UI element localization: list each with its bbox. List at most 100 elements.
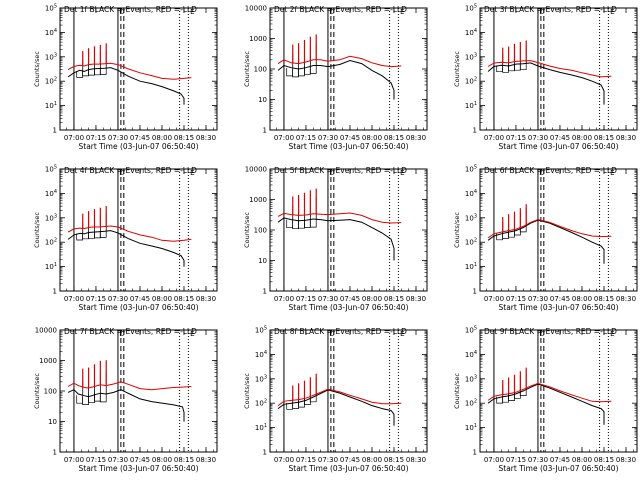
events-curve xyxy=(67,230,185,267)
marker-letter-e: E xyxy=(190,330,194,338)
x-axis-label: Start Time (03-Jun-07 06:50:40) xyxy=(499,142,619,151)
y-tick-label: 105 xyxy=(465,165,477,174)
events-curve xyxy=(487,62,605,105)
x-tick-label: 07:15 xyxy=(506,295,526,303)
marker-letter-e: E xyxy=(610,8,614,16)
x-tick-label: 07:00 xyxy=(274,295,294,303)
detector-panel-9: Det 9f BLACK =-Events, RED =-LLD11011021… xyxy=(453,326,638,473)
x-tick-label: 07:15 xyxy=(86,295,106,303)
y-tick-label: 101 xyxy=(465,101,477,110)
x-tick-label: 08:00 xyxy=(152,456,172,464)
y-tick-label: 103 xyxy=(465,52,477,61)
x-tick-label: 08:15 xyxy=(384,134,404,142)
y-tick-label: 103 xyxy=(45,52,57,61)
x-tick-label: 07:45 xyxy=(340,134,360,142)
events-sawtooth xyxy=(76,233,84,241)
events-sawtooth xyxy=(519,63,527,71)
x-tick-label: 07:30 xyxy=(108,456,128,464)
x-tick-label: 08:00 xyxy=(362,134,382,142)
y-tick-label: 1 xyxy=(53,288,57,296)
y-axis-label: Counts/sec xyxy=(243,373,251,409)
events-sawtooth xyxy=(309,395,317,403)
y-tick-label: 104 xyxy=(465,350,477,359)
marker-letter-d: D xyxy=(539,169,544,177)
events-sawtooth xyxy=(88,232,95,239)
events-curve xyxy=(487,383,605,425)
plot-frame xyxy=(479,329,638,453)
y-tick-label: 101 xyxy=(45,101,57,110)
x-tick-label: 07:30 xyxy=(318,134,338,142)
plot-frame xyxy=(269,168,428,292)
x-tick-label: 08:00 xyxy=(362,456,382,464)
lld-curve xyxy=(487,218,612,239)
x-tick-label: 08:15 xyxy=(594,295,614,303)
y-tick-label: 1 xyxy=(53,127,57,135)
marker-letter-d: D xyxy=(329,169,334,177)
y-tick-label: 104 xyxy=(465,189,477,198)
detector-panel-8: Det 8f BLACK =-Events, RED =-LLD11011021… xyxy=(243,326,428,473)
x-tick-label: 08:30 xyxy=(196,456,216,464)
y-tick-label: 100 xyxy=(254,66,267,74)
x-tick-label: 07:00 xyxy=(274,134,294,142)
x-tick-label: 08:30 xyxy=(406,456,426,464)
marker-letter-e: E xyxy=(400,8,404,16)
x-tick-label: 08:30 xyxy=(616,134,636,142)
panel-title: Det 1f BLACK =-Events, RED =-LLD xyxy=(64,5,197,14)
events-sawtooth xyxy=(298,220,305,229)
x-tick-label: 07:00 xyxy=(274,456,294,464)
marker-letter-d: D xyxy=(119,169,124,177)
events-curve xyxy=(487,219,605,264)
x-tick-label: 08:15 xyxy=(174,134,194,142)
y-tick-label: 104 xyxy=(465,28,477,37)
events-sawtooth xyxy=(519,389,527,396)
x-tick-label: 07:15 xyxy=(506,134,526,142)
y-tick-label: 103 xyxy=(45,213,57,222)
marker-letter-d: D xyxy=(329,8,334,16)
events-sawtooth xyxy=(286,68,294,77)
y-tick-label: 102 xyxy=(45,77,57,86)
x-tick-label: 08:00 xyxy=(572,456,592,464)
y-tick-label: 10000 xyxy=(245,5,267,13)
x-tick-label: 07:15 xyxy=(86,134,106,142)
plot-frame xyxy=(479,168,638,292)
plot-frame xyxy=(269,329,428,453)
x-tick-label: 08:15 xyxy=(174,295,194,303)
x-tick-label: 07:30 xyxy=(318,456,338,464)
panel-title: Det 5f BLACK =-Events, RED =-LLD xyxy=(274,166,407,175)
marker-letter-d: D xyxy=(119,330,124,338)
x-tick-label: 07:45 xyxy=(130,134,150,142)
events-sawtooth xyxy=(76,71,84,78)
y-tick-label: 105 xyxy=(465,4,477,13)
y-tick-label: 103 xyxy=(465,213,477,222)
x-tick-label: 07:00 xyxy=(64,134,84,142)
x-tick-label: 07:00 xyxy=(484,295,504,303)
y-tick-label: 10000 xyxy=(35,327,57,335)
x-axis-label: Start Time (03-Jun-07 06:50:40) xyxy=(289,464,409,473)
y-tick-label: 104 xyxy=(45,28,57,37)
panel-title: Det 7f BLACK =-Events, RED =-LLD xyxy=(64,327,197,336)
y-axis-label: Counts/sec xyxy=(33,212,41,248)
events-sawtooth xyxy=(309,65,317,74)
y-tick-label: 105 xyxy=(465,326,477,335)
y-tick-label: 10 xyxy=(48,418,57,426)
x-tick-label: 08:30 xyxy=(616,295,636,303)
events-sawtooth xyxy=(94,231,101,239)
detector-panel-5: Det 5f BLACK =-Events, RED =-LLD11010010… xyxy=(243,166,428,312)
x-tick-label: 08:30 xyxy=(616,456,636,464)
panel-title: Det 9f BLACK =-Events, RED =-LLD xyxy=(484,327,617,336)
y-axis-label: Counts/sec xyxy=(243,51,251,87)
x-tick-label: 07:00 xyxy=(64,456,84,464)
events-sawtooth xyxy=(99,394,107,403)
marker-letter-e: E xyxy=(190,8,194,16)
lld-curve xyxy=(277,388,402,407)
x-tick-label: 07:30 xyxy=(528,456,548,464)
lld-curve xyxy=(67,225,192,242)
x-tick-label: 07:45 xyxy=(340,295,360,303)
events-sawtooth xyxy=(502,66,509,73)
x-tick-label: 08:30 xyxy=(406,134,426,142)
x-axis-label: Start Time (03-Jun-07 06:50:40) xyxy=(79,464,199,473)
events-curve xyxy=(67,67,185,105)
marker-letter-e: E xyxy=(610,169,614,177)
marker-letter-e: E xyxy=(190,169,194,177)
